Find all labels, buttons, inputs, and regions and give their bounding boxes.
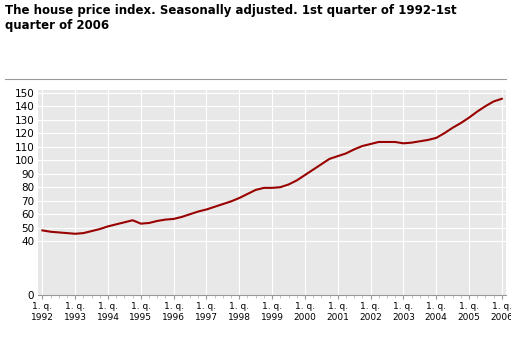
Text: The house price index. Seasonally adjusted. 1st quarter of 1992-1st quarter of 2: The house price index. Seasonally adjust… [5,4,457,32]
